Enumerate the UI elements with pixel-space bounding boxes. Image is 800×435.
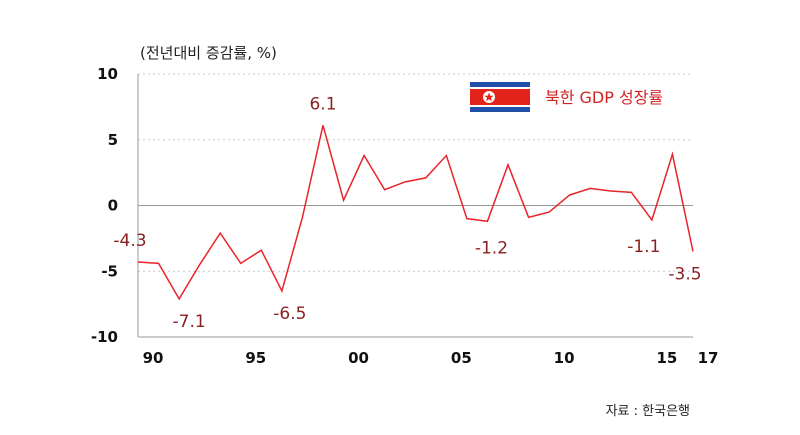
- x-tick-label: 90: [143, 349, 164, 367]
- x-tick-label: 10: [554, 349, 575, 367]
- data-label: -3.5: [668, 265, 701, 285]
- line-layer: [137, 125, 694, 301]
- data-label: -7.1: [173, 312, 206, 332]
- x-tick-label: 00: [348, 349, 369, 367]
- grid-layer: [138, 73, 693, 272]
- data-label: -1.1: [627, 237, 660, 257]
- source-note: 자료 : 한국은행: [606, 403, 690, 419]
- x-tick-label: 15: [656, 349, 677, 367]
- x-tick-label: 17: [698, 349, 719, 367]
- legend: 북한 GDP 성장률: [470, 82, 663, 112]
- label-layer: -4.3 -7.1 -6.5 6.1 -1.2 -1.1 -3.5: [113, 94, 701, 332]
- y-tick-label: -5: [101, 262, 118, 280]
- data-label: 6.1: [309, 94, 336, 114]
- y-unit-label: (전년대비 증감률, %): [140, 44, 277, 62]
- legend-label: 북한 GDP 성장률: [545, 88, 663, 107]
- data-label: -6.5: [273, 304, 306, 324]
- data-label: -1.2: [475, 238, 508, 258]
- x-tick-label: 95: [245, 349, 266, 367]
- y-tick-label: 10: [97, 65, 118, 83]
- north-korea-flag-icon: [470, 82, 530, 112]
- data-label: -4.3: [113, 231, 146, 251]
- x-tick-label: 05: [451, 349, 472, 367]
- y-tick-label: 5: [108, 131, 118, 149]
- y-tick-label: -10: [91, 328, 118, 346]
- series-line-0: [137, 125, 694, 301]
- axis-layer: 10 5 0 -5 -10 90 95 00 05 10 15 17: [91, 65, 719, 367]
- y-tick-label: 0: [108, 197, 118, 215]
